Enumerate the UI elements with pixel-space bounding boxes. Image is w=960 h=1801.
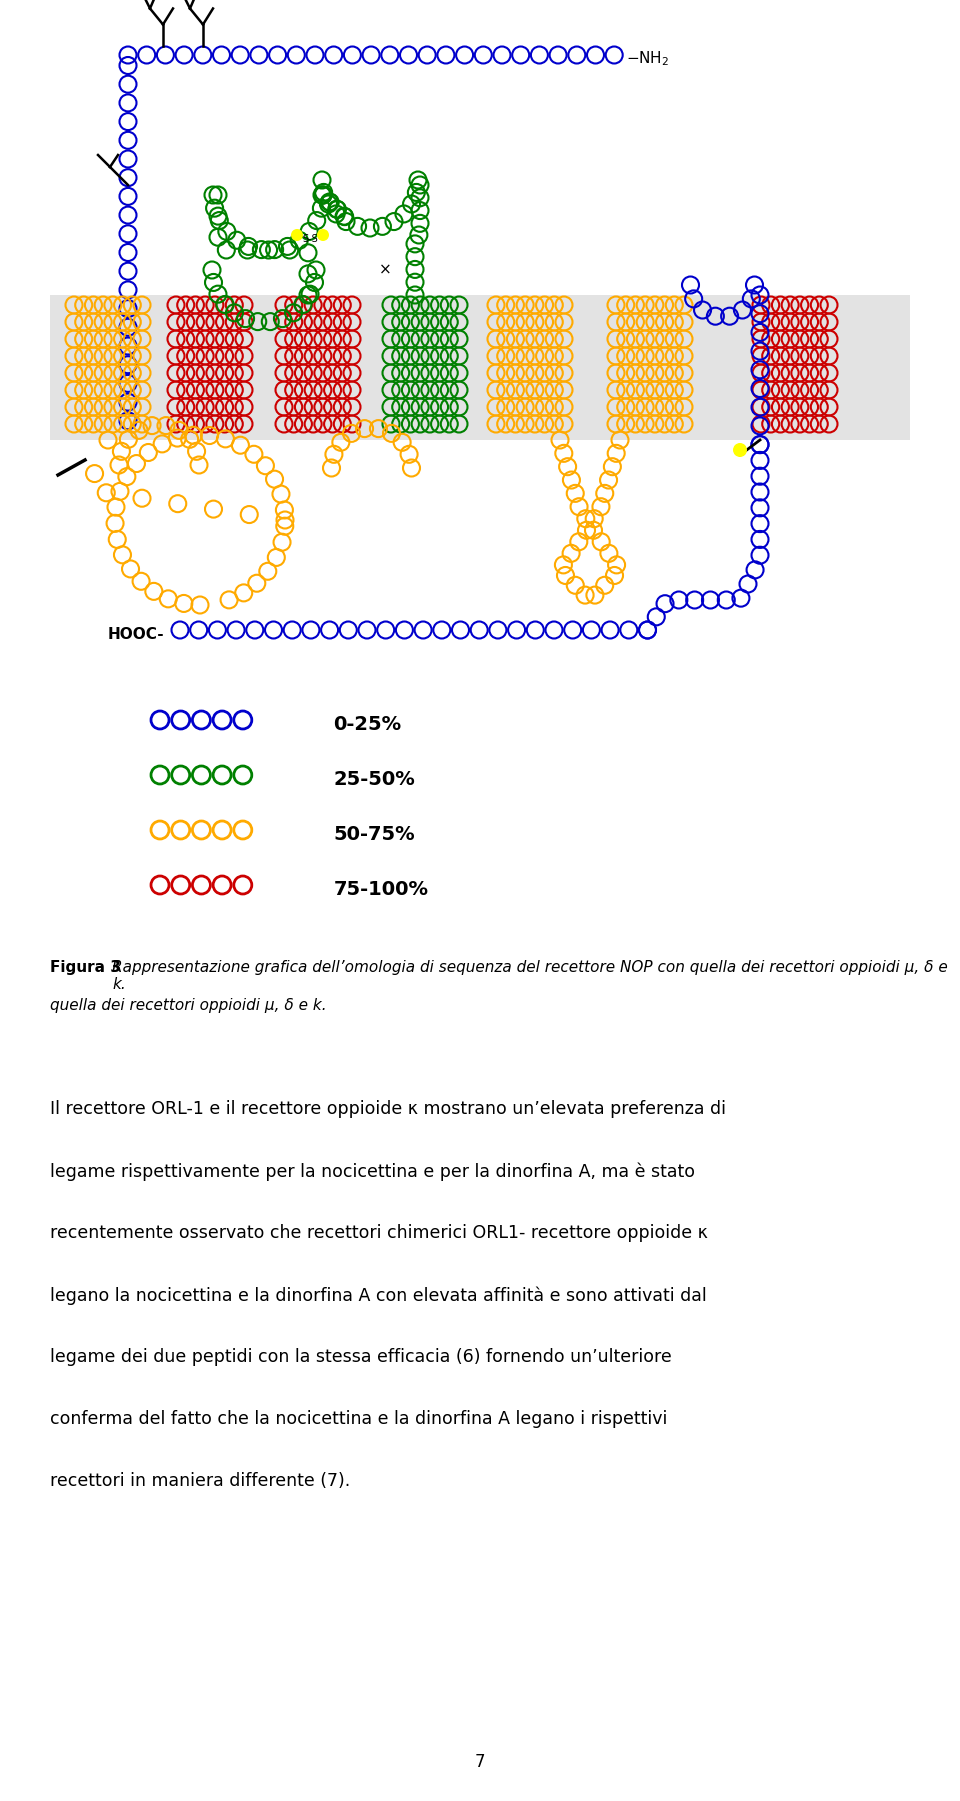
Text: 25-50%: 25-50%	[333, 769, 416, 789]
Text: Il recettore ORL-1 e il recettore oppioide κ mostrano un’elevata preferenza di: Il recettore ORL-1 e il recettore oppioi…	[50, 1100, 726, 1118]
Bar	[50, 295, 910, 439]
Text: recentemente osservato che recettori chimerici ORL1- recettore oppioide κ: recentemente osservato che recettori chi…	[50, 1225, 708, 1243]
Text: recettori in maniera differente (7).: recettori in maniera differente (7).	[50, 1471, 350, 1489]
Text: quella dei recettori oppioidi μ, δ e k.: quella dei recettori oppioidi μ, δ e k.	[50, 998, 326, 1012]
Circle shape	[317, 229, 329, 241]
Circle shape	[291, 229, 303, 241]
Text: 50-75%: 50-75%	[333, 825, 415, 843]
Text: HOOC-: HOOC-	[108, 627, 164, 641]
Text: Rappresentazione grafica dell’omologia di sequenza del recettore NOP con quella : Rappresentazione grafica dell’omologia d…	[112, 960, 948, 992]
Text: Figura 3: Figura 3	[50, 960, 126, 974]
Text: legame dei due peptidi con la stessa efficacia (6) fornendo un’ulteriore: legame dei due peptidi con la stessa eff…	[50, 1347, 672, 1365]
Text: legano la nocicettina e la dinorfina A con elevata affinità e sono attivati dal: legano la nocicettina e la dinorfina A c…	[50, 1286, 707, 1304]
Text: ×: ×	[378, 263, 392, 277]
Text: S-S: S-S	[302, 234, 318, 243]
Text: 7: 7	[475, 1752, 485, 1770]
Text: 75-100%: 75-100%	[333, 879, 428, 899]
Circle shape	[733, 443, 747, 457]
Text: 0-25%: 0-25%	[333, 715, 401, 733]
Text: conferma del fatto che la nocicettina e la dinorfina A legano i rispettivi: conferma del fatto che la nocicettina e …	[50, 1410, 667, 1428]
Text: legame rispettivamente per la nocicettina e per la dinorfina A, ma è stato: legame rispettivamente per la nocicettin…	[50, 1162, 695, 1180]
Text: $-$NH$_2$: $-$NH$_2$	[626, 50, 669, 68]
